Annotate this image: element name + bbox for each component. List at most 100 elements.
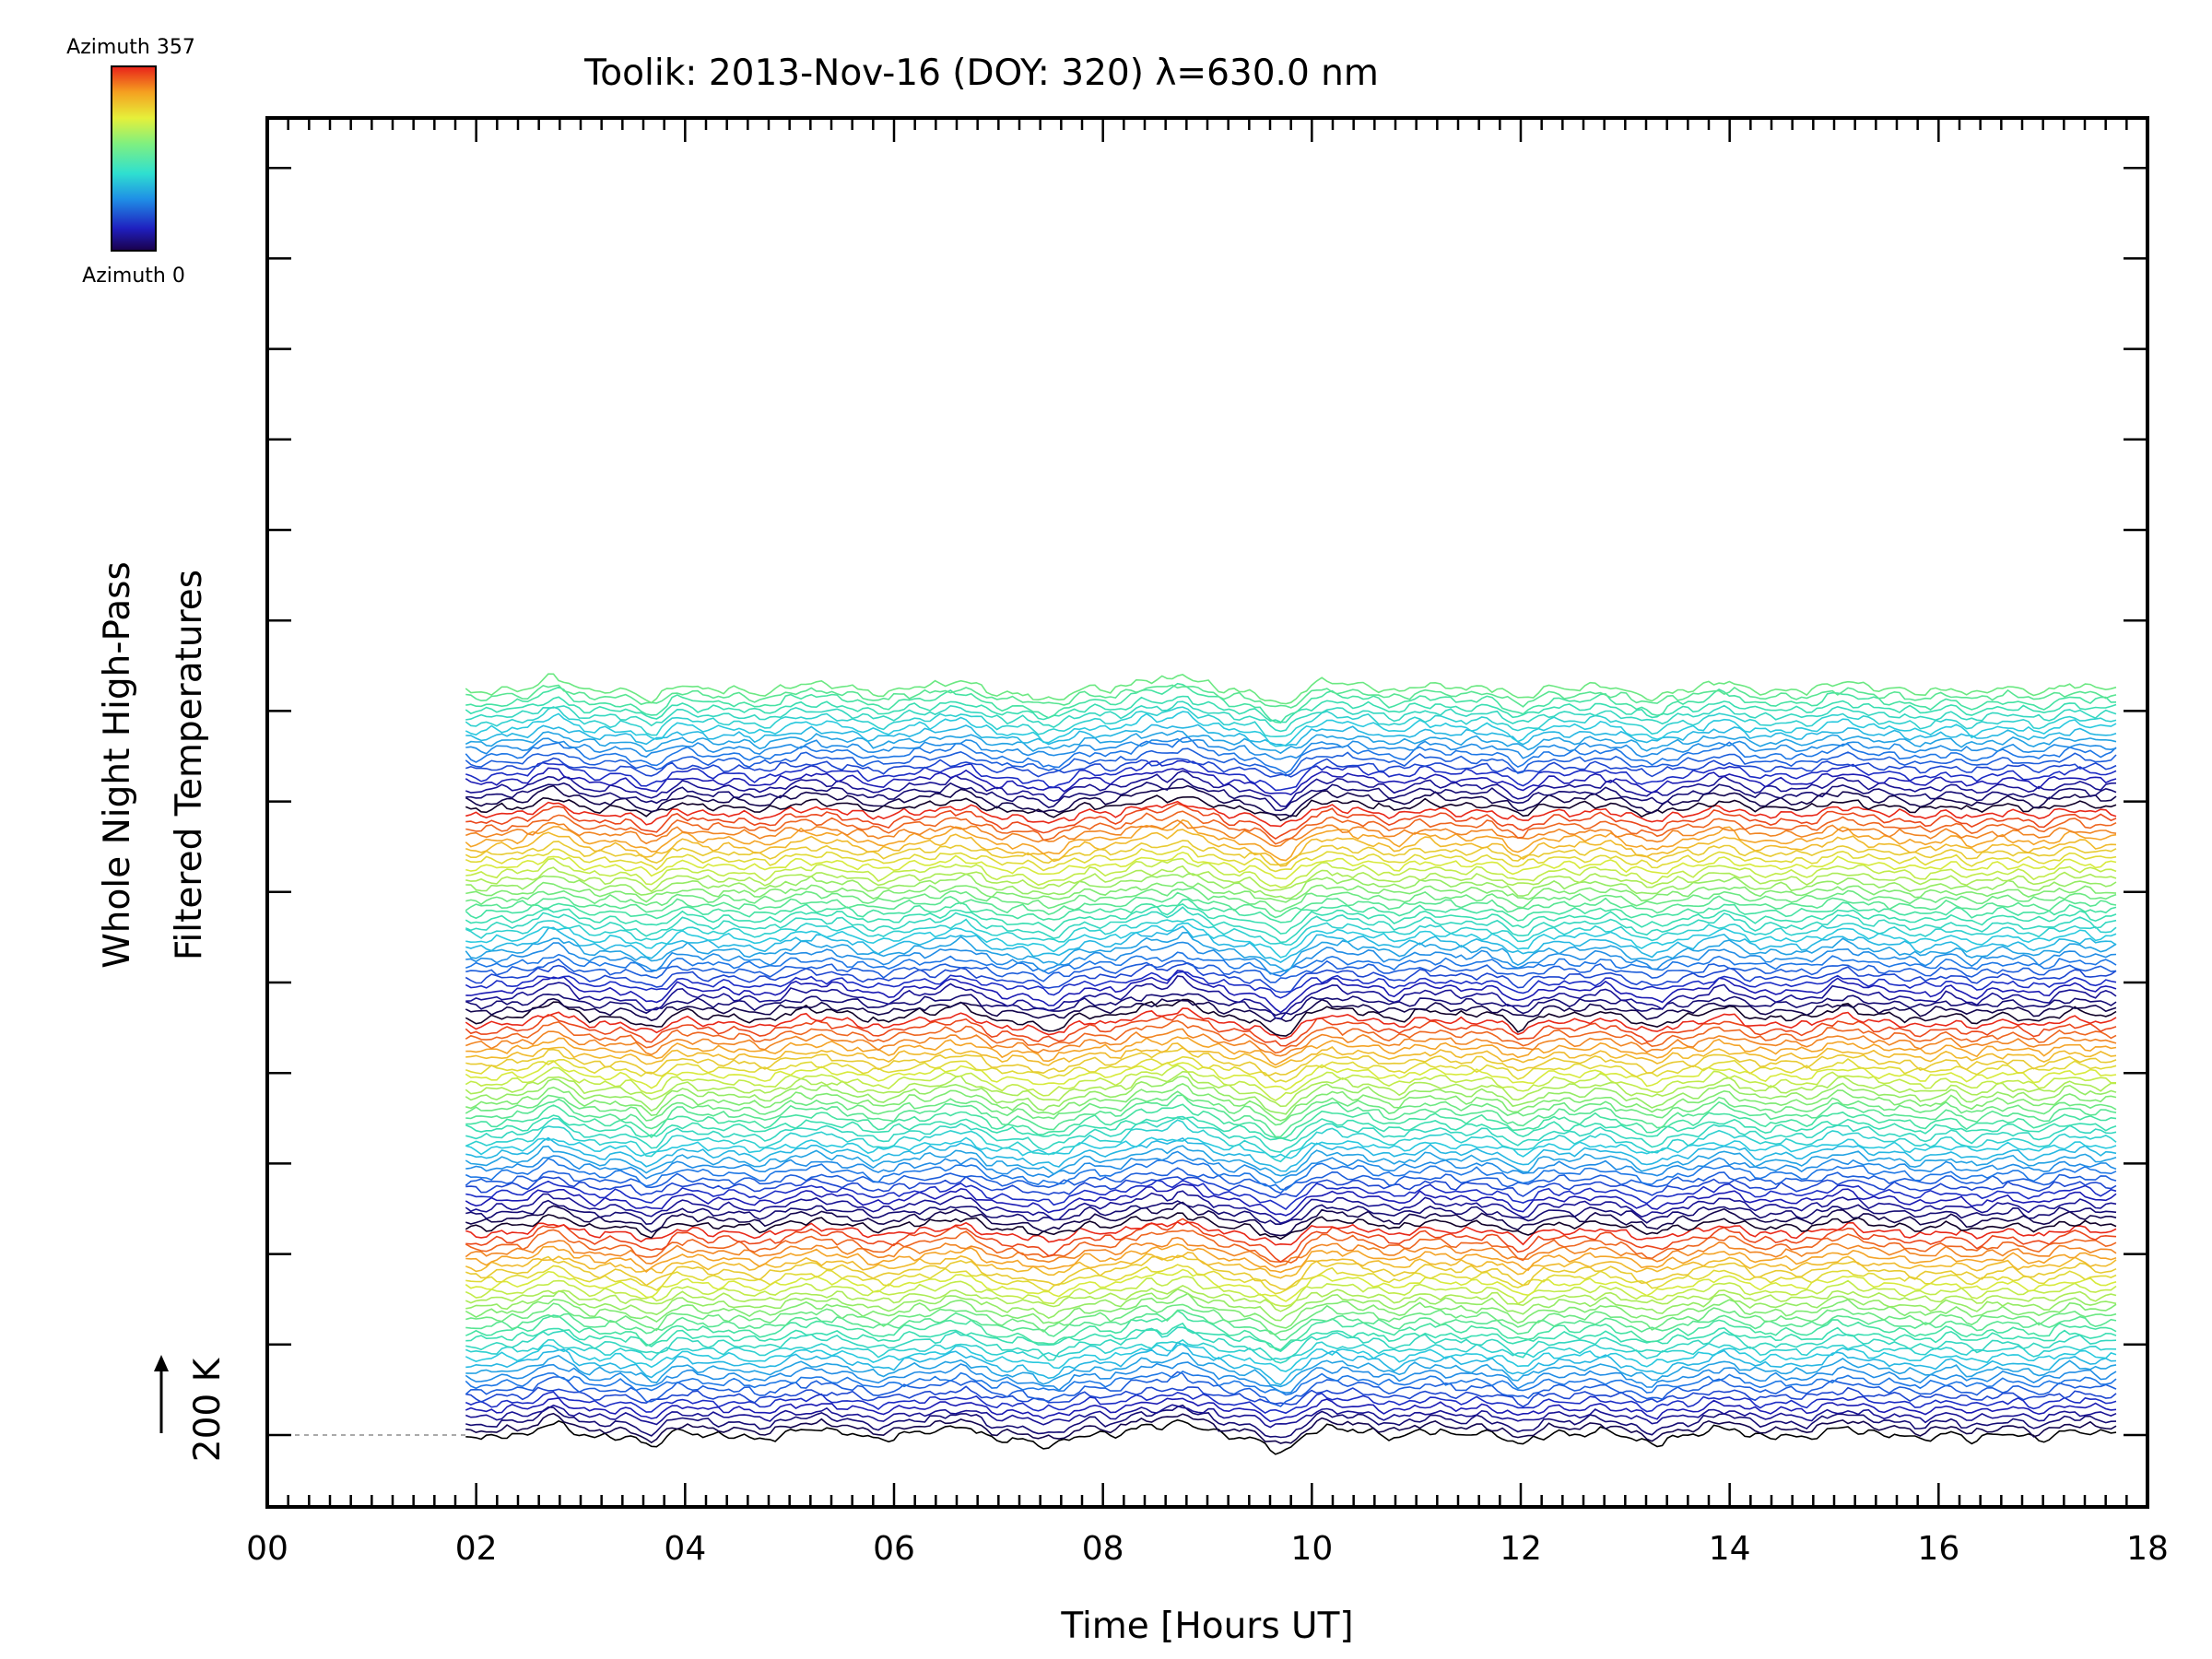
scale-bar: 200 K <box>154 1355 229 1462</box>
series-line <box>465 1183 2117 1217</box>
series-line <box>465 970 2117 1014</box>
series-line <box>465 810 2117 845</box>
series-line <box>465 1150 2117 1184</box>
series-line <box>465 737 2117 760</box>
scale-bar-arrowhead <box>154 1355 169 1371</box>
series-line <box>465 918 2117 946</box>
series-line <box>465 1064 2116 1101</box>
series-line <box>465 1322 2117 1353</box>
series-line <box>465 1070 2116 1108</box>
series-line <box>465 1326 2117 1364</box>
series-line <box>465 767 2117 795</box>
x-tick-label: 18 <box>2126 1530 2169 1568</box>
series-line <box>465 887 2117 912</box>
x-tick-label: 06 <box>873 1530 915 1568</box>
series-line <box>465 711 2117 747</box>
series-line <box>465 1046 2117 1077</box>
series-line <box>465 1236 2117 1268</box>
series-line <box>465 1412 2117 1444</box>
series-line <box>465 1199 2117 1226</box>
x-tick-label: 10 <box>1290 1530 1333 1568</box>
series-line <box>465 1285 2117 1312</box>
series-line <box>465 700 2117 733</box>
series-line <box>465 1292 2117 1329</box>
series-line <box>465 1361 2117 1394</box>
series-group <box>465 673 2117 1455</box>
series-line <box>465 1145 2117 1177</box>
series-line <box>465 1090 2117 1126</box>
series-line <box>465 1175 2117 1199</box>
series-line <box>465 1218 2117 1264</box>
series-line <box>465 695 2117 724</box>
x-axis-label: Time [Hours UT] <box>1060 1606 1353 1647</box>
series-line <box>465 1158 2117 1191</box>
series-line <box>465 958 2117 983</box>
series-line <box>465 1136 2117 1172</box>
series-line <box>465 673 2117 705</box>
series-line <box>465 1083 2117 1122</box>
series-line <box>465 1055 2117 1083</box>
series-line <box>465 1036 2117 1066</box>
series-line <box>465 1221 2117 1246</box>
series-line <box>465 1391 2117 1415</box>
series-line <box>465 975 2117 1020</box>
y-axis-label: Whole Night High-Pass Filtered Temperatu… <box>97 561 210 969</box>
series-line <box>465 881 2117 903</box>
series-line <box>465 1103 2117 1139</box>
series-line <box>465 736 2117 774</box>
x-tick-label: 12 <box>1500 1530 1542 1568</box>
series-line <box>465 706 2117 738</box>
series-line <box>465 865 2117 893</box>
series-line <box>465 730 2117 755</box>
series-line <box>465 1341 2117 1386</box>
series-line <box>465 1309 2117 1341</box>
y-axis-label-line2: Filtered Temperatures <box>169 570 210 960</box>
series-line <box>465 1019 2117 1054</box>
series-line <box>465 931 2117 972</box>
series-line <box>465 1385 2117 1408</box>
series-line <box>465 925 2117 964</box>
x-tick-label: 00 <box>246 1530 288 1568</box>
series-line <box>465 1404 2117 1429</box>
series-line <box>465 1075 2117 1115</box>
x-tick-label: 16 <box>1917 1530 1959 1568</box>
series-line <box>465 1013 2117 1047</box>
series-line <box>465 1119 2117 1163</box>
series-line <box>465 902 2117 935</box>
series-line <box>465 1404 2117 1439</box>
series-line <box>465 922 2117 959</box>
ticks <box>265 118 2149 1507</box>
series-line <box>465 1060 2117 1091</box>
colorbar: Azimuth 357 Azimuth 0 <box>66 36 195 288</box>
series-line <box>465 898 2117 924</box>
series-line <box>465 857 2117 888</box>
series-line <box>465 803 2117 840</box>
series-line <box>465 784 2117 818</box>
series-line <box>465 906 2117 944</box>
series-line <box>465 770 2117 807</box>
series-line <box>465 682 2117 724</box>
series-line <box>465 1418 2117 1455</box>
series-line <box>465 1028 2117 1057</box>
series-line <box>465 1114 2117 1142</box>
series-line <box>465 759 2117 792</box>
series-line <box>465 1042 2117 1069</box>
series-line <box>465 724 2117 747</box>
series-line <box>465 891 2117 919</box>
x-tick-label: 08 <box>1082 1530 1124 1568</box>
series-line <box>465 1371 2117 1407</box>
series-line <box>465 818 2117 862</box>
series-line <box>465 829 2117 867</box>
series-line <box>465 1370 2117 1396</box>
series-line <box>465 1136 2117 1159</box>
series-line <box>465 747 2117 777</box>
y-axis-label-line1: Whole Night High-Pass <box>97 561 138 969</box>
series-line <box>465 1094 2117 1138</box>
series-line <box>465 1212 2117 1241</box>
series-line <box>465 1310 2117 1351</box>
series-line <box>465 1251 2117 1279</box>
series-line <box>465 1397 2117 1423</box>
series-line <box>465 851 2117 880</box>
series-line <box>465 1201 2117 1237</box>
